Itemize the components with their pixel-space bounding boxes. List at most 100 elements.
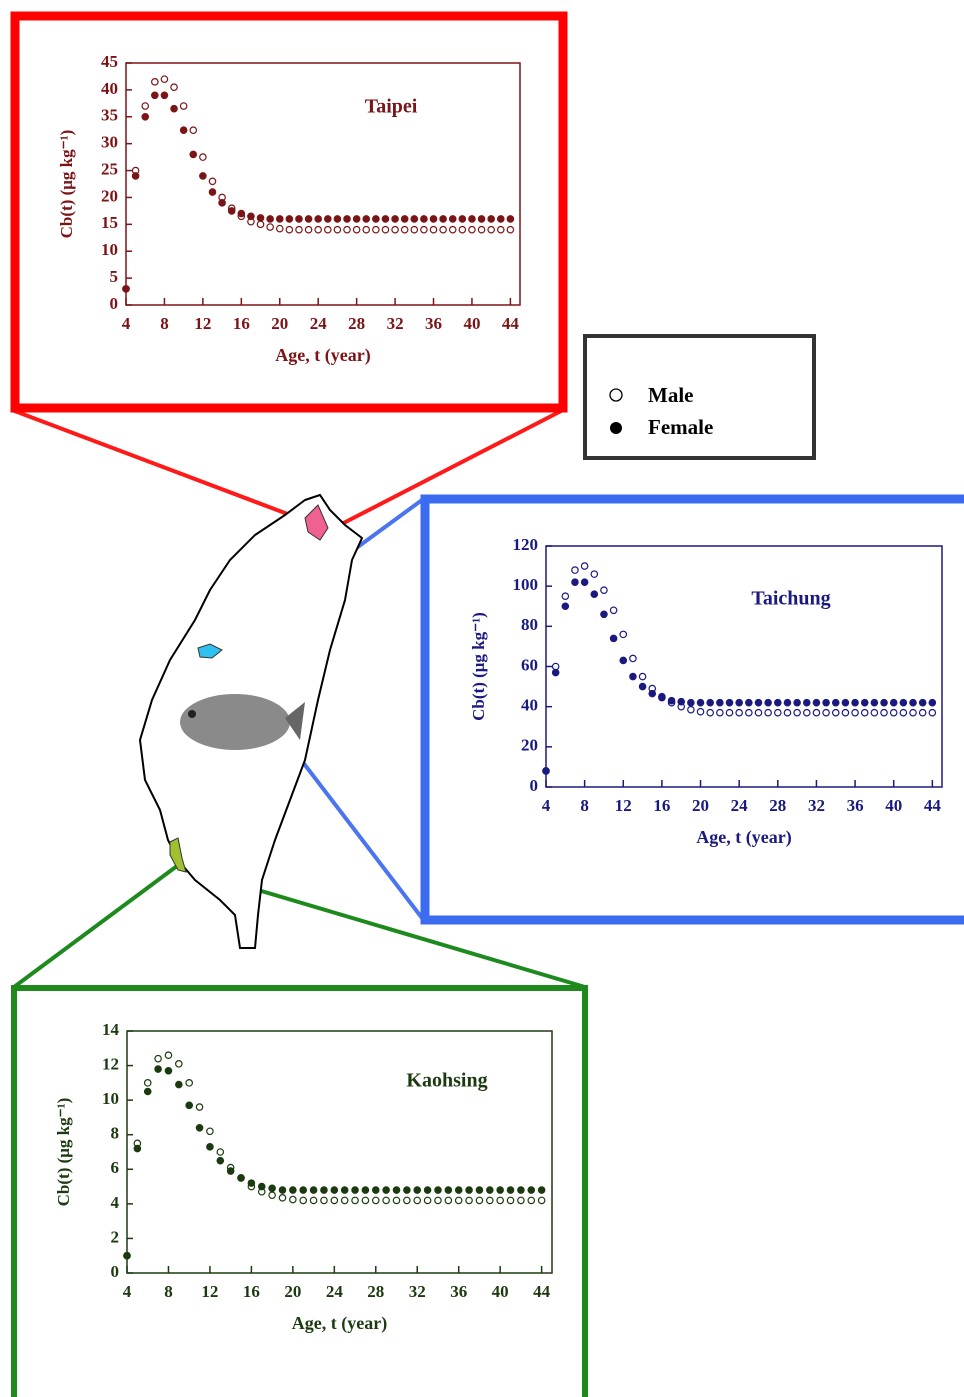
data-point xyxy=(552,669,558,675)
data-point xyxy=(305,216,311,222)
data-point xyxy=(639,673,645,679)
data-point xyxy=(476,1197,482,1203)
data-point xyxy=(891,709,897,715)
data-point xyxy=(919,699,925,705)
chart-title: Taipei xyxy=(365,96,418,118)
data-point xyxy=(180,103,186,109)
data-point xyxy=(310,1197,316,1203)
data-point xyxy=(900,709,906,715)
data-point xyxy=(794,699,800,705)
y-tick-label: 0 xyxy=(530,776,539,795)
data-point xyxy=(269,1185,275,1191)
data-point xyxy=(871,699,877,705)
y-axis-label: Cb(t) (μg kg⁻¹) xyxy=(54,1098,73,1207)
data-point xyxy=(227,1168,233,1174)
data-point xyxy=(842,699,848,705)
data-point xyxy=(217,1157,223,1163)
data-point xyxy=(341,1187,347,1193)
y-tick-label: 40 xyxy=(101,79,118,98)
data-point xyxy=(591,571,597,577)
data-point xyxy=(353,216,359,222)
y-tick-label: 35 xyxy=(101,106,118,125)
data-point xyxy=(450,216,456,222)
data-point xyxy=(813,709,819,715)
data-point xyxy=(142,114,148,120)
data-point xyxy=(736,699,742,705)
x-tick-label: 44 xyxy=(502,314,520,333)
data-point xyxy=(488,216,494,222)
data-point xyxy=(315,227,321,233)
data-point xyxy=(697,708,703,714)
data-point xyxy=(929,709,935,715)
y-tick-label: 80 xyxy=(521,615,538,634)
x-tick-label: 8 xyxy=(580,796,589,815)
data-point xyxy=(145,1080,151,1086)
data-point xyxy=(200,154,206,160)
x-tick-label: 12 xyxy=(615,796,632,815)
data-point xyxy=(401,227,407,233)
x-tick-label: 36 xyxy=(425,314,442,333)
data-point xyxy=(900,699,906,705)
data-point xyxy=(518,1197,524,1203)
data-point xyxy=(775,709,781,715)
data-point xyxy=(392,227,398,233)
x-tick-label: 12 xyxy=(194,314,211,333)
data-point xyxy=(382,227,388,233)
data-point xyxy=(334,216,340,222)
y-tick-label: 8 xyxy=(111,1124,120,1143)
data-point xyxy=(440,227,446,233)
data-point xyxy=(697,699,703,705)
data-point xyxy=(186,1102,192,1108)
data-point xyxy=(668,697,674,703)
data-point xyxy=(572,579,578,585)
data-point xyxy=(286,216,292,222)
data-point xyxy=(581,579,587,585)
data-point xyxy=(207,1128,213,1134)
x-tick-label: 40 xyxy=(463,314,480,333)
data-point xyxy=(200,173,206,179)
data-point xyxy=(296,216,302,222)
data-point xyxy=(217,1149,223,1155)
data-point xyxy=(334,227,340,233)
data-point xyxy=(498,216,504,222)
x-tick-label: 40 xyxy=(492,1282,509,1301)
data-point xyxy=(456,1197,462,1203)
data-point xyxy=(919,709,925,715)
data-point xyxy=(267,216,273,222)
y-tick-label: 40 xyxy=(521,696,538,715)
data-point xyxy=(290,1187,296,1193)
y-tick-label: 0 xyxy=(111,1262,120,1281)
data-point xyxy=(620,631,626,637)
x-tick-label: 28 xyxy=(769,796,786,815)
x-axis-label: Age, t (year) xyxy=(696,827,791,848)
data-point xyxy=(518,1187,524,1193)
data-point xyxy=(373,227,379,233)
y-tick-label: 12 xyxy=(102,1054,119,1073)
data-point xyxy=(310,1187,316,1193)
data-point xyxy=(528,1197,534,1203)
data-point xyxy=(331,1197,337,1203)
x-axis-label: Age, t (year) xyxy=(292,1313,387,1334)
y-tick-label: 100 xyxy=(513,575,539,594)
data-point xyxy=(352,1197,358,1203)
data-point xyxy=(487,1187,493,1193)
data-point xyxy=(238,210,244,216)
data-point xyxy=(196,1125,202,1131)
data-point xyxy=(466,1197,472,1203)
data-point xyxy=(630,673,636,679)
x-tick-label: 8 xyxy=(164,1282,173,1301)
y-axis-label: Cb(t) (μg kg⁻¹) xyxy=(57,130,76,239)
data-point xyxy=(155,1055,161,1061)
x-tick-label: 36 xyxy=(847,796,864,815)
data-point xyxy=(765,709,771,715)
data-point xyxy=(383,1187,389,1193)
data-point xyxy=(498,227,504,233)
data-point xyxy=(279,1187,285,1193)
data-point xyxy=(804,709,810,715)
data-point xyxy=(871,709,877,715)
data-point xyxy=(176,1081,182,1087)
data-point xyxy=(209,178,215,184)
data-point xyxy=(404,1197,410,1203)
x-tick-label: 24 xyxy=(731,796,749,815)
data-point xyxy=(411,216,417,222)
